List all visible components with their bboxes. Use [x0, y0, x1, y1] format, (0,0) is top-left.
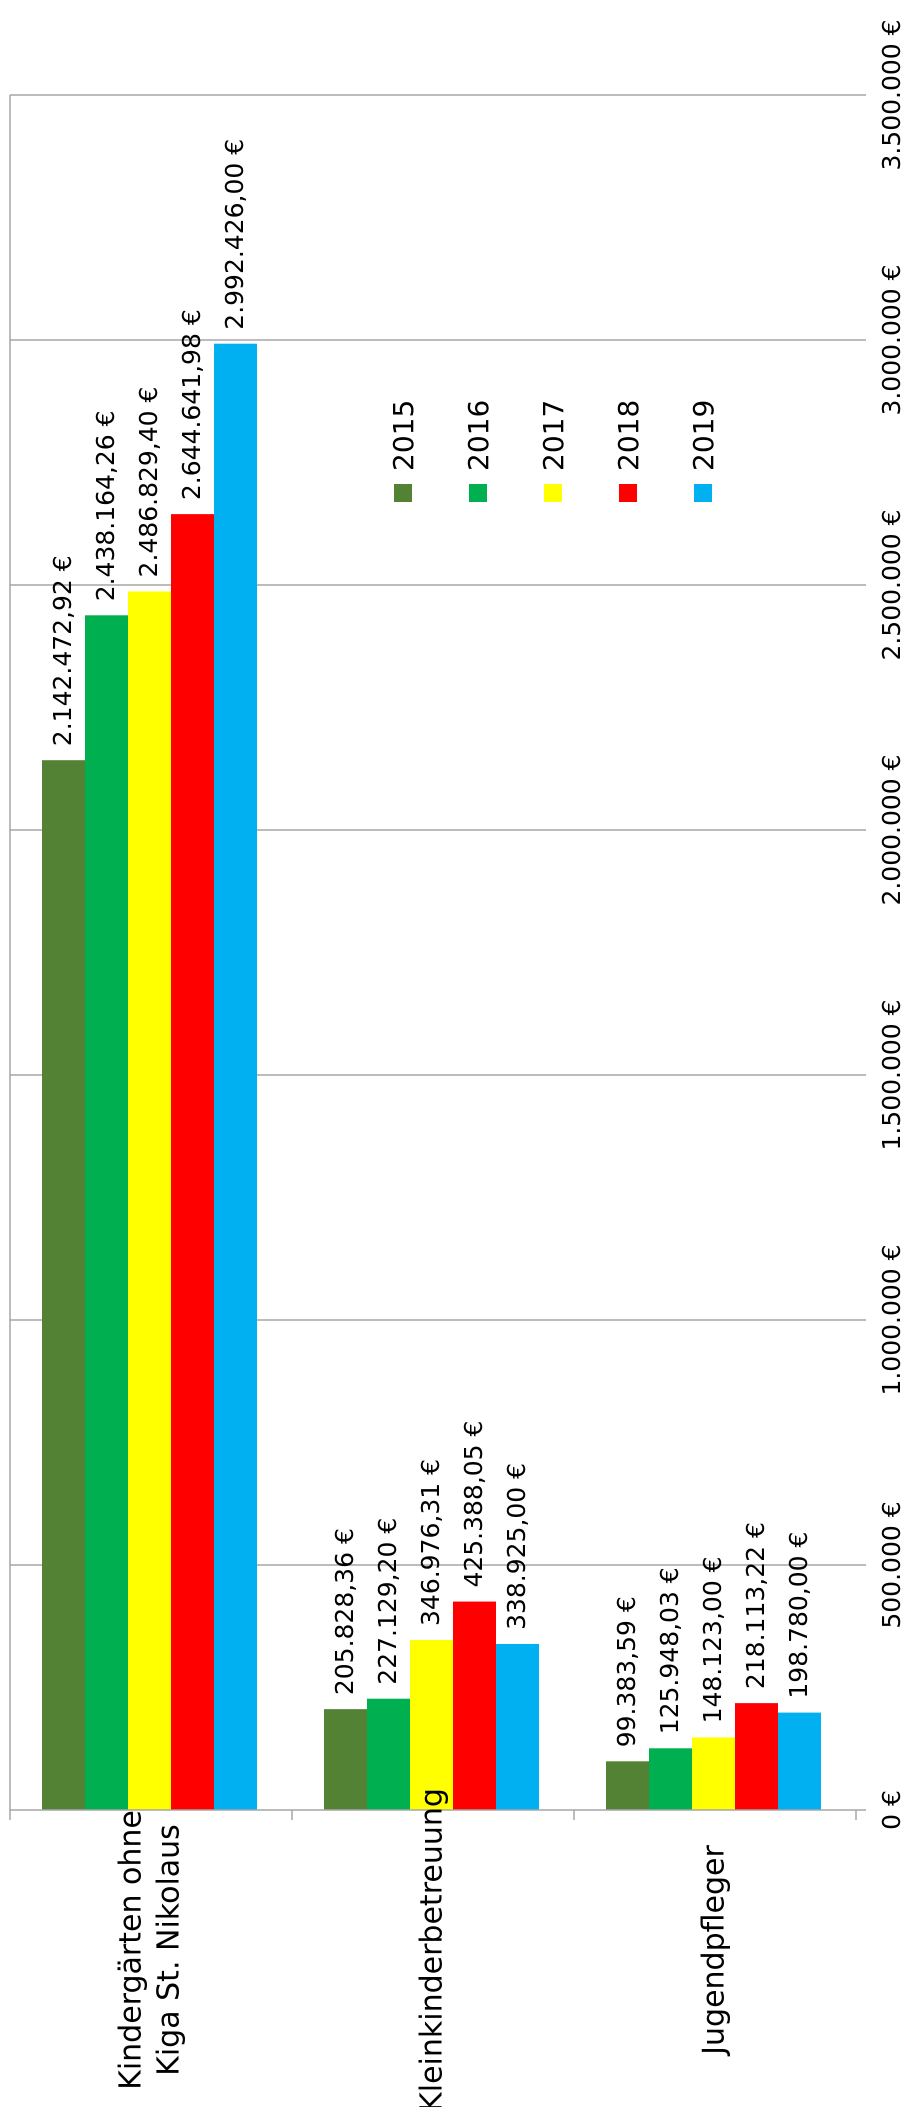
data-label: 227.129,20 €	[373, 1518, 402, 1685]
category-label: Kleinkinderbetreuung	[415, 1788, 450, 2107]
data-label: 125.948,03 €	[655, 1567, 684, 1734]
bar	[367, 1698, 410, 1810]
data-label: 2.486.829,40 €	[134, 387, 163, 578]
bar	[735, 1703, 778, 1810]
bar	[171, 514, 214, 1810]
legend-label: 2019	[687, 400, 720, 471]
value-tick-label: 2.000.000 €	[877, 754, 906, 905]
value-tick-label: 1.500.000 €	[877, 999, 906, 1150]
category-label: Kiga St. Nikolaus	[152, 1824, 187, 2076]
bar	[324, 1709, 367, 1810]
bar	[128, 591, 171, 1810]
legend-label: 2018	[612, 400, 645, 471]
data-label: 148.123,00 €	[698, 1556, 727, 1723]
data-label: 2.992.426,00 €	[220, 139, 249, 330]
value-tick-label: 0 €	[877, 1790, 906, 1830]
legend-swatch	[544, 484, 562, 502]
axes: 0 € 500.000 € 1.000.000 € 1.500.000 € 2.000.…	[9, 19, 906, 2107]
bar	[453, 1601, 496, 1810]
legend-swatch	[469, 484, 487, 502]
data-label: 2.142.472,92 €	[48, 555, 77, 746]
legend: 2015 2016 2017 2018 2019	[387, 400, 720, 502]
data-label: 205.828,36 €	[330, 1528, 359, 1695]
bar	[692, 1737, 735, 1810]
data-label: 218.113,22 €	[741, 1522, 770, 1689]
value-tick-label: 3.500.000 €	[877, 19, 906, 170]
value-tick-label: 500.000 €	[877, 1501, 906, 1628]
value-tick-label: 2.500.000 €	[877, 509, 906, 660]
bar	[778, 1712, 821, 1810]
bar	[606, 1761, 649, 1810]
category-label: Jugendpfleger	[697, 1845, 732, 2057]
legend-label: 2015	[387, 400, 420, 471]
value-tick-label: 1.000.000 €	[877, 1244, 906, 1395]
bar	[496, 1643, 539, 1810]
data-label: 99.383,59 €	[612, 1596, 641, 1747]
bars	[42, 343, 821, 1811]
data-label: 198.780,00 €	[784, 1532, 813, 1699]
data-label: 338.925,00 €	[502, 1463, 531, 1630]
bar	[410, 1639, 453, 1810]
legend-label: 2017	[537, 400, 570, 471]
data-label: 2.644.641,98 €	[177, 309, 206, 500]
legend-label: 2016	[462, 400, 495, 471]
data-label: 2.438.164,26 €	[91, 410, 120, 601]
bar	[42, 760, 85, 1811]
category-label: Kindergärten ohne	[114, 1810, 149, 2090]
legend-swatch	[394, 484, 412, 502]
data-label: 425.388,05 €	[459, 1421, 488, 1588]
legend-swatch	[694, 484, 712, 502]
data-labels: 2.142.472,92 € 205.828,36 € 99.383,59 € 2.4…	[48, 139, 813, 1747]
bar	[214, 343, 257, 1810]
value-tick-label: 3.000.000 €	[877, 264, 906, 415]
bar	[649, 1748, 692, 1810]
legend-swatch	[619, 484, 637, 502]
data-label: 346.976,31 €	[416, 1459, 445, 1626]
bar	[85, 615, 128, 1810]
